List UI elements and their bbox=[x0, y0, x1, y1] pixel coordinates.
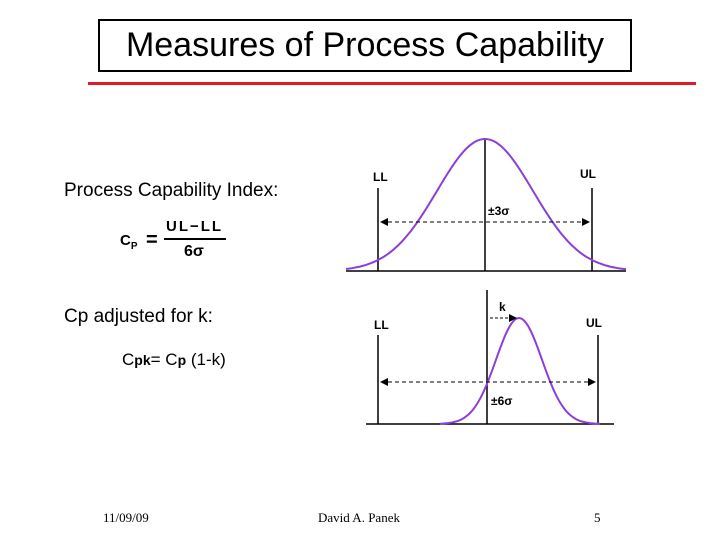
footer-author: David A. Panek bbox=[318, 510, 400, 525]
figure2-diagram: LL UL k ±6σ bbox=[366, 290, 614, 425]
fraction-numerator: UL−LL bbox=[166, 218, 224, 235]
footer-date: 11/09/09 bbox=[103, 510, 149, 525]
figure1-ul-label: UL bbox=[580, 167, 596, 181]
figure2-spread-label: ±6σ bbox=[491, 394, 512, 408]
figure2-ul-label: UL bbox=[586, 316, 602, 330]
cpk-formula: Cpk= Cp (1-k) bbox=[122, 350, 226, 369]
figure2-ll-label: LL bbox=[374, 318, 389, 332]
section1-label: Process Capability Index: bbox=[64, 180, 279, 201]
figure1-spread-label: ±3σ bbox=[488, 204, 509, 218]
fraction-bar bbox=[164, 238, 226, 240]
slide-title: Measures of Process Capability bbox=[125, 26, 605, 64]
section2-label: Cp adjusted for k: bbox=[64, 306, 213, 327]
figure2-curve bbox=[439, 317, 601, 425]
figure1-curve bbox=[345, 138, 627, 271]
equals-sign: = bbox=[146, 229, 158, 251]
figure1-diagram: LL UL ±3σ bbox=[345, 138, 627, 272]
figure2-shift-label: k bbox=[499, 300, 506, 314]
title-box: Measures of Process Capability bbox=[98, 19, 632, 72]
figure1-ll-label: LL bbox=[373, 170, 388, 184]
fraction-denominator: 6σ bbox=[184, 243, 204, 260]
title-underline bbox=[88, 82, 696, 85]
footer-page-number: 5 bbox=[594, 510, 601, 525]
cp-symbol: CP bbox=[120, 232, 138, 252]
